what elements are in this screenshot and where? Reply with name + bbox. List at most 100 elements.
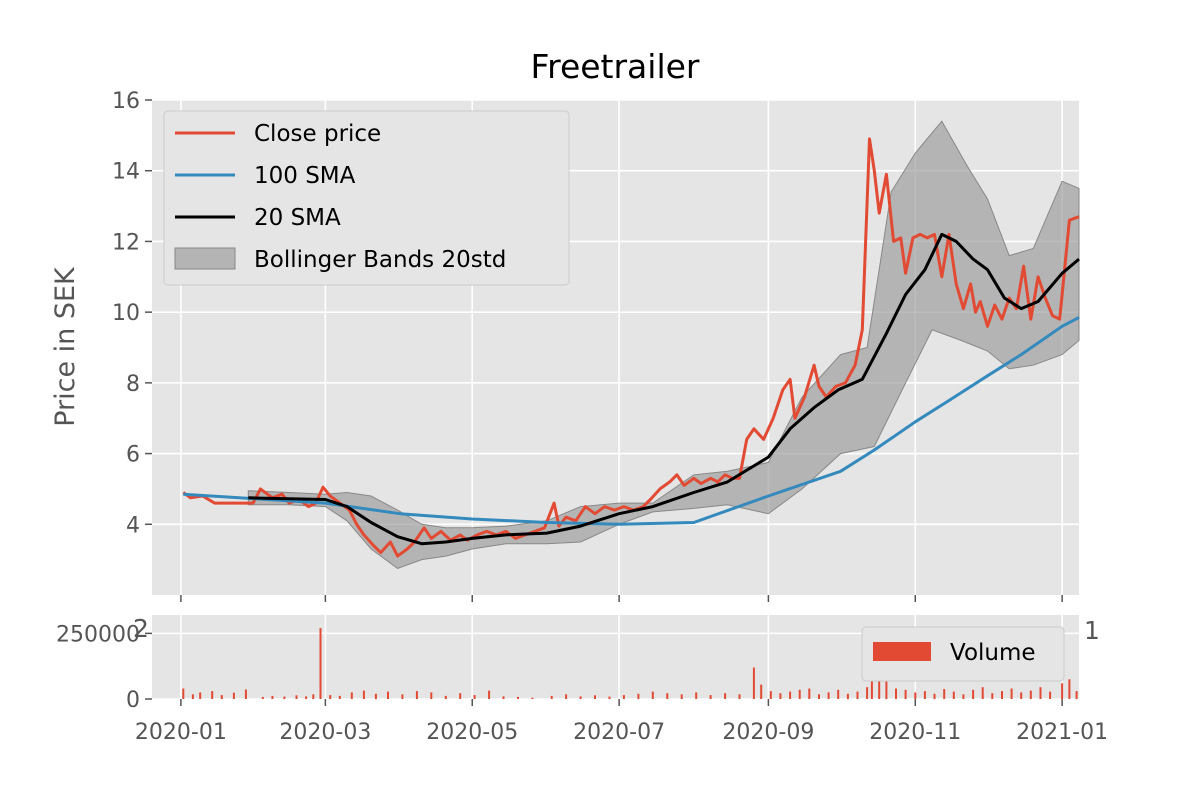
volume-bar (295, 695, 298, 699)
volume-bar (211, 691, 214, 699)
volume-bar (622, 695, 625, 699)
volume-bar (779, 693, 782, 699)
bollinger-band-area (247, 120, 1080, 570)
volume-bar (724, 693, 727, 699)
volume-bar (637, 693, 640, 700)
x-tick-label-2020-11: 2020-11 (869, 720, 961, 745)
x-tick-label-2021-01: 2021-01 (1016, 720, 1108, 745)
x-tick-label-2020-01: 2020-01 (135, 720, 227, 745)
volume-bar (914, 692, 917, 699)
volume-bar (962, 694, 965, 699)
volume-bar (550, 695, 553, 699)
volume-y-tick-label-0: 0 (126, 688, 140, 713)
volume-bars (182, 628, 1078, 700)
volume-bar (374, 693, 377, 700)
volume-bar (709, 695, 712, 699)
volume-bar (878, 680, 881, 699)
volume-bar (1049, 691, 1052, 699)
volume-bar (933, 693, 936, 700)
volume-bar (319, 628, 322, 699)
volume-bar (695, 692, 698, 699)
volume-bar (943, 689, 946, 699)
volume-bar (220, 695, 223, 699)
volume-bar (1075, 691, 1078, 699)
sma-20-line (248, 232, 1080, 546)
volume-bar (271, 695, 274, 699)
volume-bar (473, 695, 476, 699)
volume-bar (760, 684, 763, 699)
volume-bar (459, 693, 462, 699)
volume-right-corner-label: 1 (1084, 616, 1100, 645)
volume-legend-box (861, 626, 1065, 682)
volume-bar (415, 691, 418, 699)
volume-bar (329, 695, 332, 699)
volume-bar (885, 672, 888, 700)
volume-bar (199, 692, 202, 699)
volume-bar (305, 696, 308, 699)
volume-bar (904, 689, 907, 699)
price-legend: Close price 100 SMA 20 SMA Bollinger Ban… (163, 110, 570, 286)
volume-bar (362, 690, 365, 699)
volume-bar (244, 689, 247, 699)
volume-bar (283, 696, 286, 699)
y-axis-label: Price in SEK (50, 266, 81, 427)
chart-title: Freetrailer (531, 47, 700, 86)
close-price-line (182, 137, 1080, 558)
volume-bar (350, 692, 353, 699)
price-y-tick-label-8: 8 (126, 372, 140, 397)
volume-y-tick-label-250000: 250000 (56, 622, 140, 647)
volume-bar (430, 692, 433, 699)
volume-bar (387, 691, 389, 699)
volume-bar (502, 696, 505, 699)
volume-bar (837, 689, 840, 699)
volume-bar (312, 694, 315, 699)
volume-bar (182, 688, 185, 699)
x-tick-label-2020-07: 2020-07 (573, 720, 665, 745)
volume-bar (261, 696, 264, 699)
legend-swatch-bollinger-bands (174, 247, 236, 270)
volume-bar (191, 694, 194, 699)
volume-bar (895, 688, 897, 699)
volume-y-ticks: 0 250000 (56, 622, 152, 713)
volume-bar (827, 692, 830, 699)
volume-bar (666, 693, 669, 699)
price-y-tick-label-6: 6 (126, 443, 140, 468)
volume-bar (1029, 690, 1032, 699)
x-tick-label-2020-09: 2020-09 (722, 720, 814, 745)
volume-bar (338, 695, 341, 699)
volume-bar (972, 689, 975, 699)
price-y-tick-label-14: 14 (112, 160, 140, 185)
volume-bar (517, 696, 519, 699)
volume-bar (594, 695, 596, 699)
volume-bar (401, 694, 404, 699)
price-legend-box (163, 110, 570, 286)
volume-bar (608, 696, 611, 699)
legend-label-close-price: Close price (254, 121, 381, 147)
volume-bar (651, 691, 654, 699)
volume-bar (789, 691, 792, 699)
volume-bar (565, 694, 568, 699)
volume-bar (579, 696, 582, 699)
price-y-tick-label-16: 16 (112, 89, 140, 114)
volume-bar (531, 697, 534, 699)
volume-bar (818, 694, 820, 699)
price-y-tick-label-10: 10 (112, 301, 140, 326)
volume-bar (680, 694, 683, 699)
legend-swatch-volume (873, 642, 931, 661)
legend-label-volume: Volume (950, 640, 1036, 666)
sma-100-line (183, 316, 1080, 526)
volume-bar (1010, 688, 1013, 699)
volume-bar (808, 688, 811, 699)
volume-bar (952, 691, 955, 699)
volume-bar (769, 691, 772, 699)
volume-bar (991, 693, 994, 699)
price-y-ticks: 4 6 8 10 12 14 16 (112, 89, 152, 538)
legend-label-bollinger-bands: Bollinger Bands 20std (254, 247, 506, 273)
volume-bar (1020, 692, 1023, 699)
price-x-ticks (180, 595, 1063, 602)
volume-bar (444, 695, 447, 699)
volume-bar (866, 687, 869, 699)
volume-bar (981, 687, 984, 699)
volume-bar (846, 693, 849, 700)
